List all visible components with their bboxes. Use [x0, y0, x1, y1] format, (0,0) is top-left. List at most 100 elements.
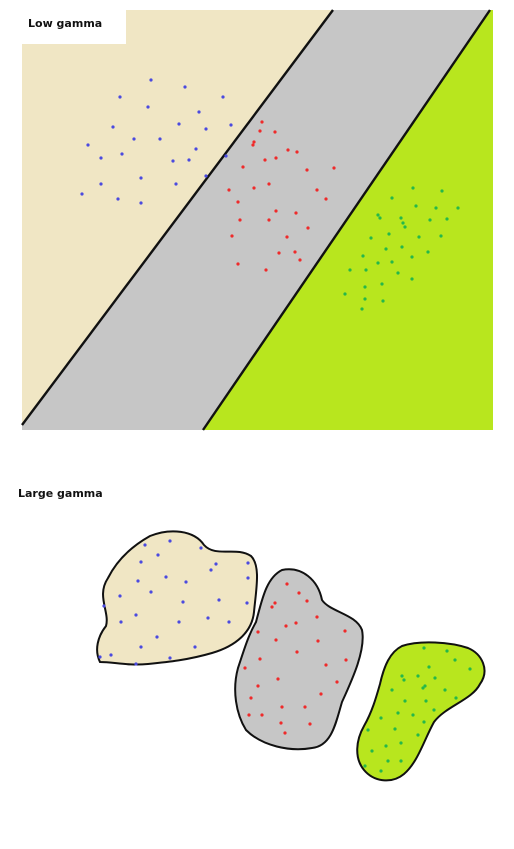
low-gamma-blue-point: [197, 110, 201, 114]
large-gamma-red-point: [343, 629, 347, 633]
large-gamma-blue-point: [143, 543, 147, 547]
large-gamma-green-point: [402, 678, 406, 682]
large-gamma-green-point: [445, 649, 449, 653]
large-gamma-label: Large gamma: [18, 487, 103, 500]
low-gamma-blue-point: [194, 147, 198, 151]
large-gamma-blue-point: [156, 553, 160, 557]
low-gamma-green-point: [363, 285, 367, 289]
low-gamma-green-point: [378, 216, 382, 220]
low-gamma-blue-point: [229, 123, 233, 127]
low-gamma-blue-point: [224, 154, 228, 158]
large-gamma-red-point: [308, 722, 312, 726]
large-gamma-red-point: [274, 638, 278, 642]
low-gamma-red-point: [305, 168, 309, 172]
large-gamma-blue-point: [164, 575, 168, 579]
low-gamma-green-point: [381, 299, 385, 303]
large-gamma-red-point: [294, 621, 298, 625]
low-gamma-green-point: [403, 225, 407, 229]
low-gamma-green-point: [439, 234, 443, 238]
large-gamma-green-point: [379, 769, 383, 773]
large-gamma-blue-point: [168, 656, 172, 660]
low-gamma-red-point: [274, 156, 278, 160]
large-gamma-red-point: [316, 639, 320, 643]
large-gamma-green-point: [416, 674, 420, 678]
large-gamma-red-point: [344, 658, 348, 662]
low-gamma-boundary-left: [21, 9, 334, 426]
low-gamma-red-point: [298, 258, 302, 262]
low-gamma-red-point: [267, 218, 271, 222]
large-gamma-green-point: [423, 684, 427, 688]
low-gamma-red-point: [277, 251, 281, 255]
low-gamma-blue-point: [120, 152, 124, 156]
low-gamma-red-point: [332, 166, 336, 170]
low-gamma-green-point: [410, 277, 414, 281]
low-gamma-green-point: [360, 307, 364, 311]
large-gamma-green-point: [386, 759, 390, 763]
low-gamma-red-point: [264, 268, 268, 272]
low-gamma-red-point: [230, 234, 234, 238]
large-gamma-region-blue: [96, 530, 258, 666]
low-gamma-green-point: [369, 236, 373, 240]
low-gamma-red-point: [238, 218, 242, 222]
low-gamma-blue-point: [177, 122, 181, 126]
large-gamma-red-point: [283, 731, 287, 735]
large-gamma-green-point: [403, 699, 407, 703]
large-gamma-green-point: [400, 674, 404, 678]
low-gamma-red-point: [263, 158, 267, 162]
large-gamma-red-point: [256, 684, 260, 688]
large-gamma-blue-point: [136, 579, 140, 583]
low-gamma-green-point: [361, 254, 365, 258]
low-gamma-green-point: [390, 260, 394, 264]
low-gamma-red-point: [227, 188, 231, 192]
low-gamma-green-point: [414, 204, 418, 208]
large-gamma-blue-point: [155, 635, 159, 639]
low-gamma-green-point: [434, 206, 438, 210]
large-gamma-blue-point: [245, 601, 249, 605]
large-gamma-green-point: [427, 665, 431, 669]
low-gamma-blue-point: [187, 158, 191, 162]
low-gamma-red-point: [324, 197, 328, 201]
low-gamma-blue-point: [132, 137, 136, 141]
low-gamma-blue-point: [183, 85, 187, 89]
low-gamma-blue-point: [204, 174, 208, 178]
large-gamma-blue-point: [181, 600, 185, 604]
low-gamma-red-point: [306, 226, 310, 230]
low-gamma-blue-point: [116, 197, 120, 201]
large-gamma-blue-point: [214, 562, 218, 566]
large-gamma-red-point: [335, 680, 339, 684]
large-gamma-blue-point: [118, 594, 122, 598]
low-gamma-blue-point: [149, 78, 153, 82]
large-gamma-green-point: [411, 713, 415, 717]
large-gamma-green-point: [422, 720, 426, 724]
large-gamma-green-point: [454, 696, 458, 700]
low-gamma-red-point: [293, 250, 297, 254]
low-gamma-red-point: [267, 182, 271, 186]
large-gamma-red-point: [319, 692, 323, 696]
large-gamma-blue-point: [109, 653, 113, 657]
large-gamma-red-point: [256, 630, 260, 634]
low-gamma-red-point: [258, 129, 262, 133]
low-gamma-green-point: [348, 268, 352, 272]
large-gamma-green-point: [433, 676, 437, 680]
large-gamma-blue-point: [102, 604, 106, 608]
large-gamma-green-point: [424, 699, 428, 703]
large-gamma-green-point: [399, 741, 403, 745]
large-gamma-blue-point: [184, 580, 188, 584]
large-gamma-green-point: [468, 667, 472, 671]
low-gamma-blue-point: [139, 201, 143, 205]
low-gamma-green-point: [440, 189, 444, 193]
large-gamma-blue-point: [206, 616, 210, 620]
large-gamma-red-point: [243, 666, 247, 670]
low-gamma-points: [80, 78, 460, 311]
low-gamma-red-point: [260, 120, 264, 124]
low-gamma-blue-point: [99, 156, 103, 160]
large-gamma-red-point: [276, 677, 280, 681]
low-gamma-red-point: [285, 235, 289, 239]
large-gamma-blue-point: [134, 613, 138, 617]
low-gamma-red-point: [273, 130, 277, 134]
low-gamma-green-point: [426, 250, 430, 254]
low-gamma-red-point: [294, 211, 298, 215]
low-gamma-green-point: [390, 196, 394, 200]
low-gamma-green-point: [456, 206, 460, 210]
low-gamma-red-point: [251, 143, 255, 147]
